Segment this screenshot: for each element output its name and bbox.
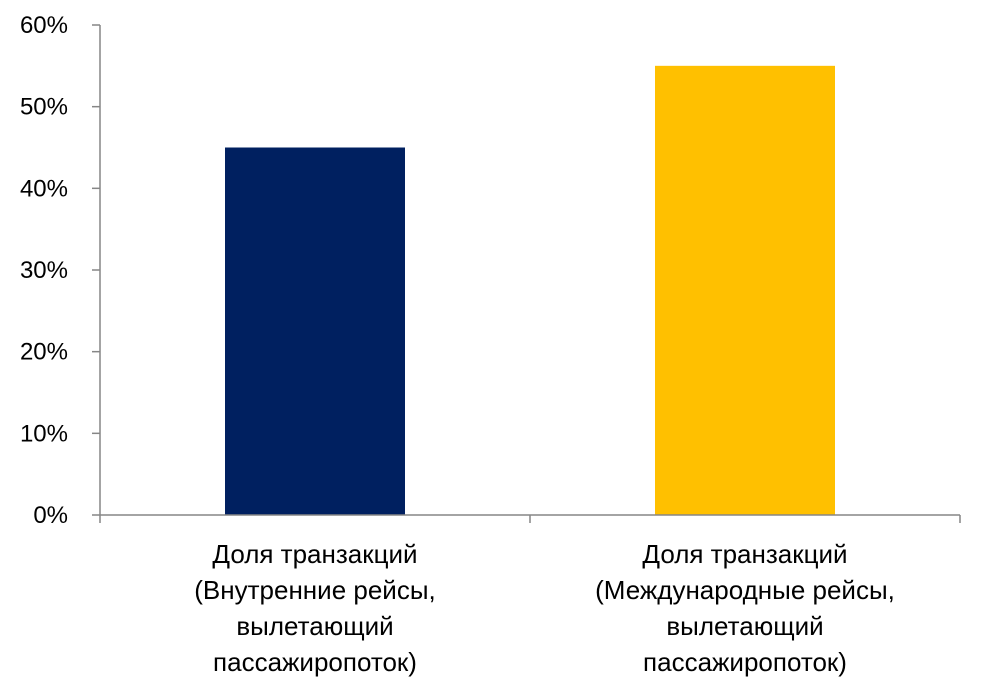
category-label-line: (Международные рейсы, <box>595 575 895 605</box>
bars-group <box>225 65 835 515</box>
category-label-line: Доля транзакций <box>212 539 417 569</box>
category-label-2: Доля транзакций (Международные рейсы, выле… <box>595 539 895 677</box>
y-tick-label: 40% <box>20 175 68 202</box>
y-ticks-group: 0% 10% 20% 30% 40% 50% 60% <box>20 12 100 529</box>
category-label-line: Доля транзакций <box>642 539 847 569</box>
category-label-line: (Внутренние рейсы, <box>194 575 435 605</box>
x-ticks-group <box>99 515 961 523</box>
category-label-line: пассажиропоток) <box>213 647 417 677</box>
y-tick-label: 10% <box>20 420 68 447</box>
bar-2 <box>655 65 835 515</box>
category-labels-group: Доля транзакций (Внутренние рейсы, вылетаю… <box>194 539 895 677</box>
y-tick-label: 20% <box>20 339 68 366</box>
category-label-line: пассажиропоток) <box>643 647 847 677</box>
category-label-line: вылетающий <box>666 611 823 641</box>
category-label-1: Доля транзакций (Внутренние рейсы, вылетаю… <box>194 539 435 677</box>
y-tick-label: 0% <box>33 502 68 529</box>
bar-1 <box>225 147 405 515</box>
category-label-line: вылетающий <box>236 611 393 641</box>
y-tick-label: 30% <box>20 257 68 284</box>
y-tick-label: 60% <box>20 12 68 39</box>
y-tick-label: 50% <box>20 94 68 121</box>
